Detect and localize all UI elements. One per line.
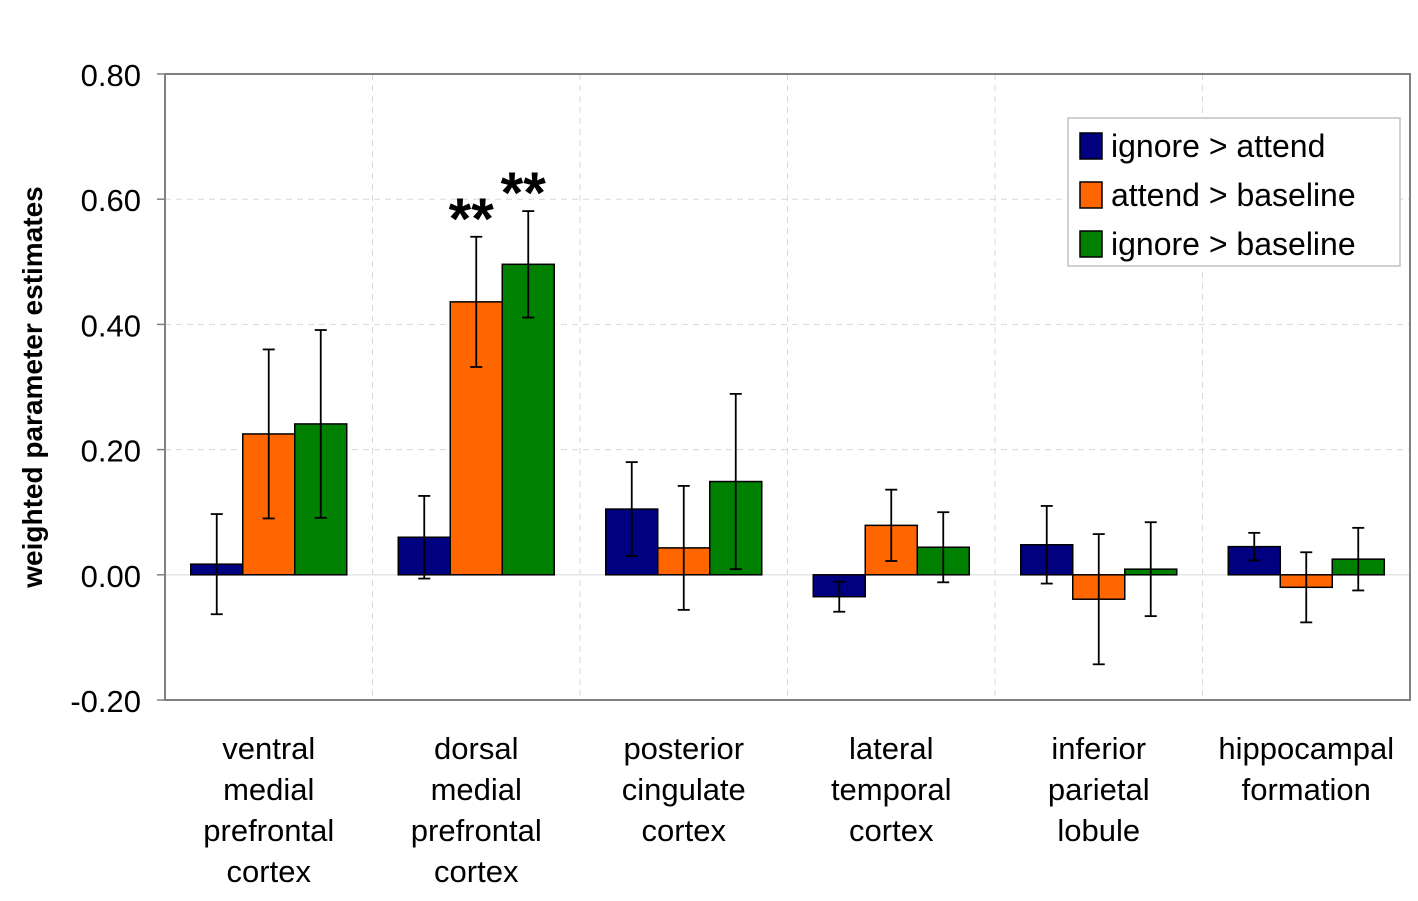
x-category-label: inferior xyxy=(1051,731,1146,766)
y-tick-label: 0.00 xyxy=(81,559,141,594)
x-category-label: formation xyxy=(1242,772,1371,807)
x-category-label: medial xyxy=(431,772,522,807)
x-category-label: cortex xyxy=(434,854,519,889)
x-category-label: cortex xyxy=(227,854,312,889)
annotations: ** ** xyxy=(449,161,547,252)
x-category-label: cingulate xyxy=(622,772,746,807)
x-category-label: posterior xyxy=(623,731,744,766)
y-tick-label: 0.60 xyxy=(81,183,141,218)
legend-label: ignore > attend xyxy=(1111,128,1325,164)
x-axis-labels: ventral medial prefrontal cortex dorsal media… xyxy=(203,731,1394,889)
x-category-label: lateral xyxy=(849,731,933,766)
legend-items: ignore > attend attend > baseline ignore >… xyxy=(1080,128,1356,262)
x-category-label: cortex xyxy=(849,813,934,848)
legend-swatch xyxy=(1080,182,1102,208)
x-category-label: ventral xyxy=(222,731,315,766)
y-tick-label: 0.40 xyxy=(81,308,141,343)
y-axis-ticks: -0.20 0.00 0.20 0.40 0.60 0.80 xyxy=(70,58,165,719)
legend-label: attend > baseline xyxy=(1111,177,1356,213)
y-tick-label: 0.80 xyxy=(81,58,141,93)
x-category-label: parietal xyxy=(1048,772,1150,807)
x-category-label: cortex xyxy=(642,813,727,848)
x-category-label: medial xyxy=(223,772,314,807)
x-category-label: lobule xyxy=(1057,813,1140,848)
significance-marker: ** xyxy=(449,187,495,252)
chart: -0.20 0.00 0.20 0.40 0.60 0.80 ventral medial p… xyxy=(0,0,1418,901)
x-category-label: temporal xyxy=(831,772,952,807)
x-category-label: prefrontal xyxy=(411,813,542,848)
legend-swatch xyxy=(1080,133,1102,159)
y-axis-label: weighted parameter estimates xyxy=(17,186,48,589)
x-category-label: dorsal xyxy=(434,731,518,766)
x-category-label: hippocampal xyxy=(1218,731,1394,766)
legend-label: ignore > baseline xyxy=(1111,226,1356,262)
legend-swatch xyxy=(1080,231,1102,257)
y-tick-label: 0.20 xyxy=(81,434,141,469)
x-category-label: prefrontal xyxy=(203,813,334,848)
legend: ignore > attend attend > baseline ignore >… xyxy=(1068,118,1400,266)
significance-marker: ** xyxy=(501,161,547,226)
y-tick-label: -0.20 xyxy=(70,684,141,719)
